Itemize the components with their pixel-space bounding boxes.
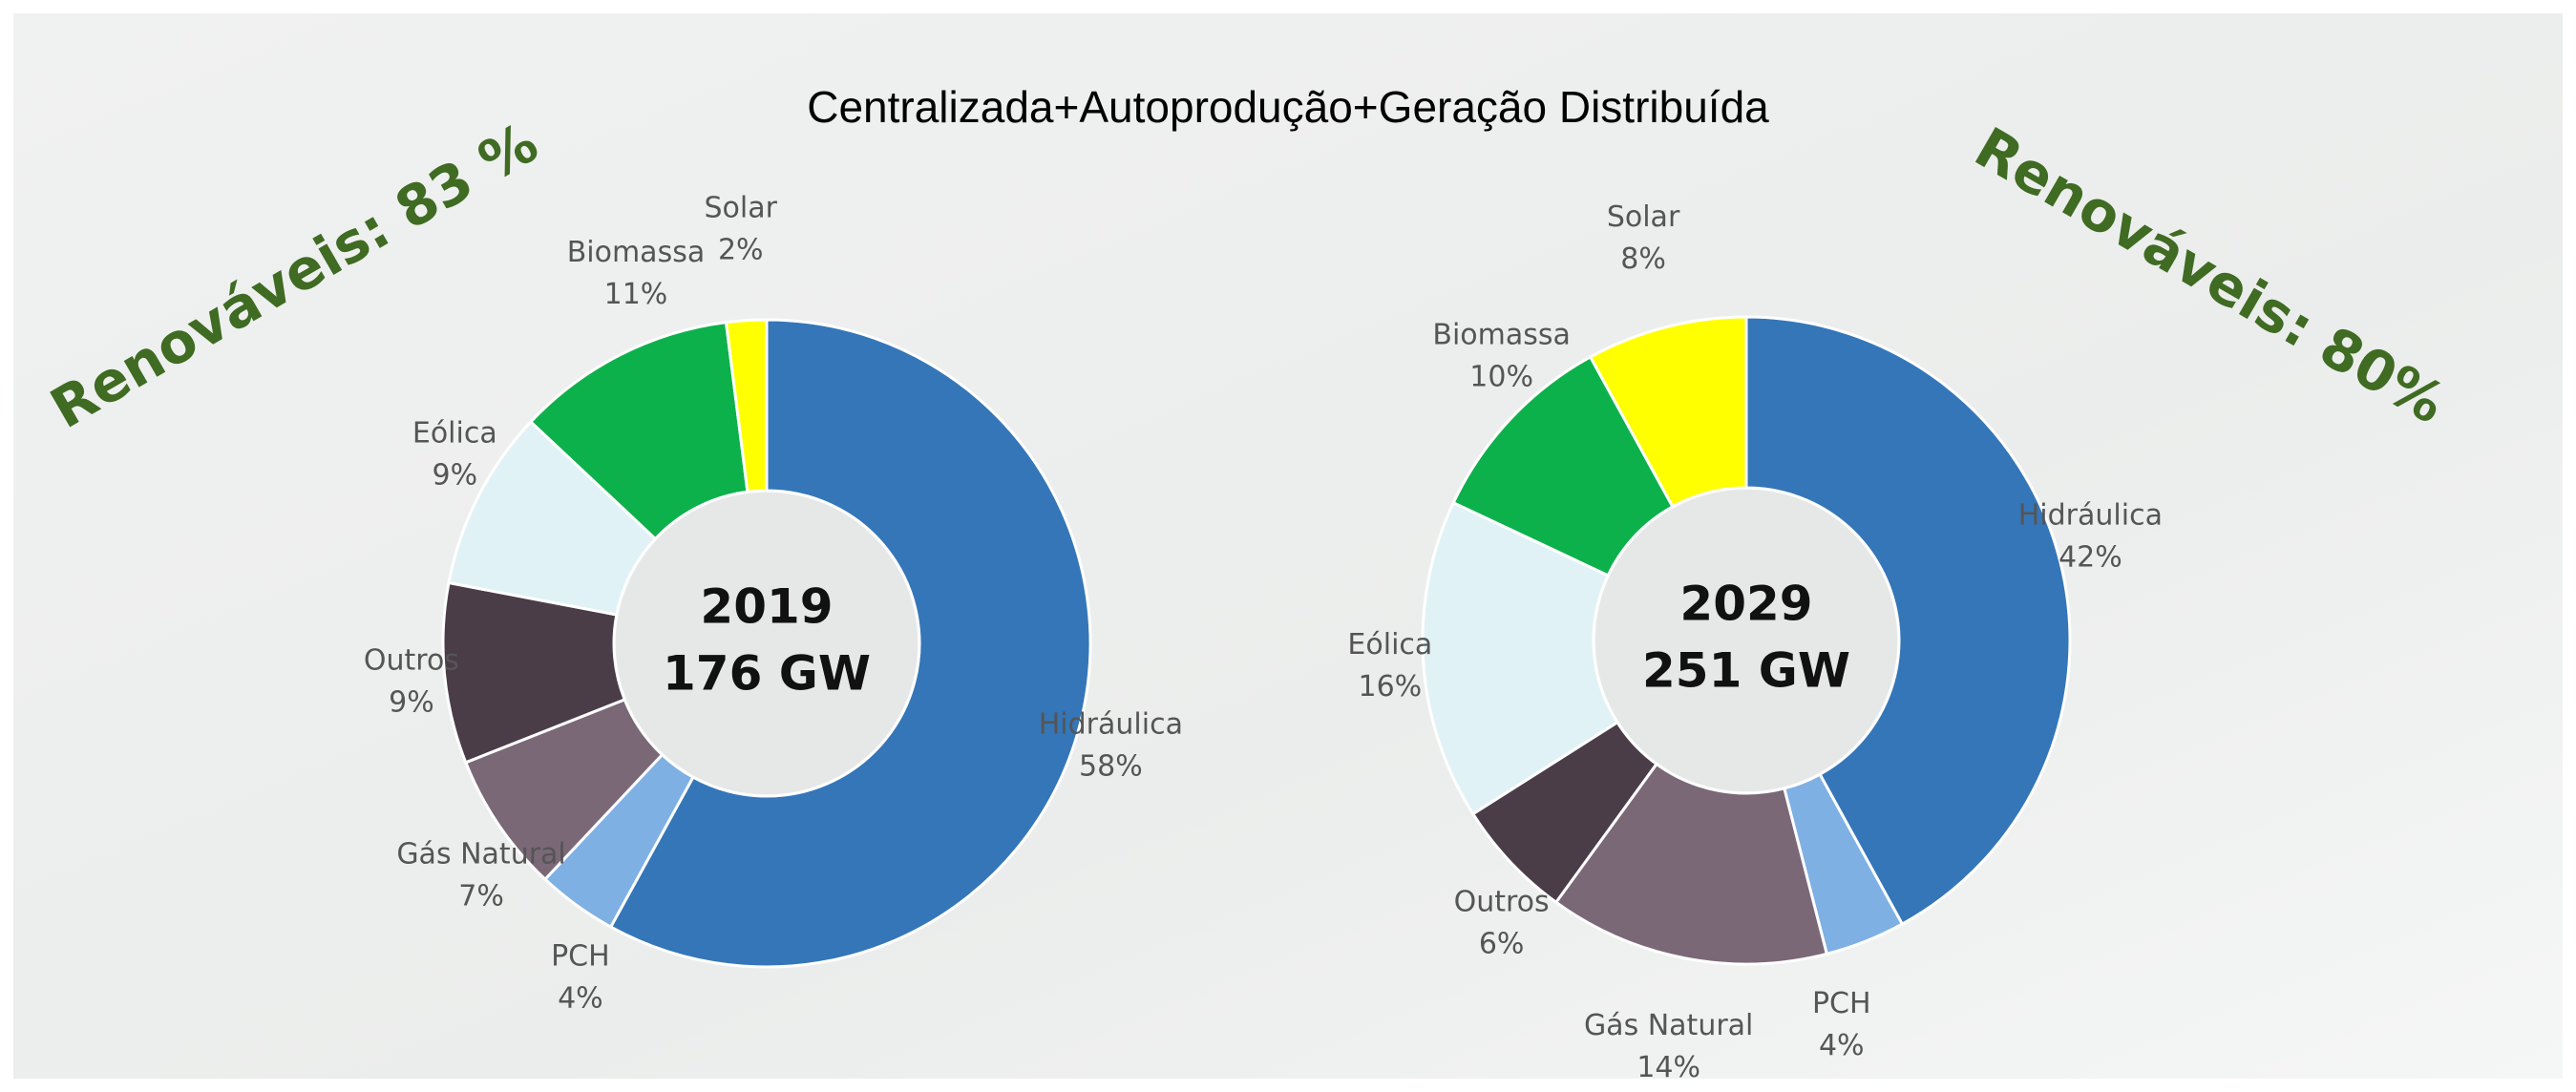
slice-value-label: 14% (1636, 1051, 1700, 1084)
slice-label: Outros (1454, 886, 1550, 919)
slice-label: Eólica (1347, 628, 1432, 662)
slice-label: Solar (705, 191, 778, 224)
donut-slice (724, 318, 769, 494)
slice-value-label: 58% (1079, 749, 1143, 783)
slice-label: Eólica (412, 416, 497, 450)
slice-value-label: 10% (1469, 360, 1533, 393)
slice-value-label: 4% (558, 982, 603, 1016)
center-label: 2029 (1679, 577, 1812, 632)
slice-value-label: 11% (604, 278, 668, 311)
donut-slice (528, 320, 750, 541)
slice-label: Outros (364, 643, 459, 677)
slice-value-label: 16% (1359, 670, 1423, 704)
slice-label: Hidráulica (1039, 707, 1183, 741)
donut-slice (1744, 315, 2072, 927)
slice-label: PCH (551, 940, 610, 974)
slice-value-label: 4% (1819, 1029, 1865, 1062)
chart-title: Centralizada+Autoprodução+Geração Distri… (807, 82, 1769, 132)
slice-value-label: 42% (2059, 541, 2122, 575)
slice-value-label: 6% (1479, 928, 1525, 961)
slice-value-label: 9% (389, 685, 434, 719)
donut-slice (1553, 762, 1829, 966)
slice-label: Biomassa (567, 236, 706, 269)
donut-slice (608, 318, 1092, 969)
slice-value-label: 8% (1620, 242, 1666, 276)
center-label: 2019 (700, 579, 833, 635)
center-label: 176 GW (663, 646, 871, 702)
slice-label: Gás Natural (396, 837, 565, 871)
donut-hole (1595, 490, 1897, 791)
slice-label: Biomassa (1432, 318, 1571, 351)
donut-slice (1588, 315, 1748, 509)
slice-label: Gás Natural (1584, 1009, 1753, 1042)
donut-slice (1421, 500, 1619, 816)
slice-value-label: 2% (718, 233, 764, 266)
slice-value-label: 7% (458, 879, 504, 913)
slice-label: PCH (1812, 987, 1871, 1020)
slice-label: Hidráulica (2018, 499, 2163, 533)
slide-background (13, 13, 2563, 1079)
slice-label: Solar (1607, 200, 1680, 234)
center-label: 251 GW (1642, 643, 1850, 699)
slice-value-label: 9% (433, 458, 478, 492)
donut-hole (616, 493, 918, 794)
